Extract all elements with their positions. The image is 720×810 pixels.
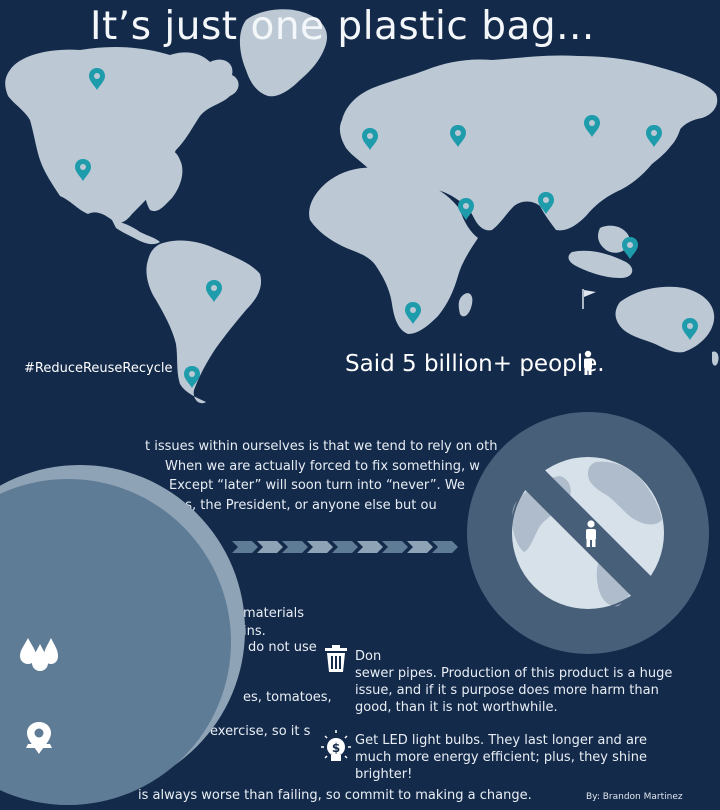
intro-line: t issues within ourselves is that we ten…	[145, 439, 498, 454]
water-drops-icon	[20, 638, 58, 671]
said-text: Said 5 billion+ people.	[345, 351, 605, 377]
chevron-arrow	[432, 541, 458, 553]
south-america-shape	[146, 240, 262, 404]
new-zealand-shape	[712, 351, 719, 366]
eurasia-shape	[339, 55, 718, 231]
page-title: It’s just one plastic bag...	[90, 4, 595, 49]
tip-trash-text: Don sewer pipes. Production of this prod…	[355, 648, 700, 716]
tip-line: much more energy efficient; plus, they s…	[355, 750, 647, 765]
scandinavia-shape	[380, 78, 417, 118]
north-america-east-shape	[144, 147, 183, 212]
intro-line: ons, the President, or anyone else but o…	[169, 497, 437, 513]
intro-line: When we are actually forced to fix somet…	[165, 458, 480, 474]
svg-text:$: $	[332, 741, 340, 755]
flag-icon	[582, 289, 596, 309]
text-fragment: materials	[243, 606, 305, 621]
light-bulb-icon: $	[321, 730, 351, 761]
chevron-arrow	[357, 541, 383, 553]
central-america-shape	[112, 220, 160, 245]
person-icon	[584, 350, 592, 375]
chevron-arrow	[332, 541, 358, 553]
text-fragment: do not use	[248, 640, 317, 655]
north-america-shape	[5, 47, 239, 223]
chevron-arrow	[407, 541, 433, 553]
tip-bulb-text: Get LED light bulbs. They last longer an…	[355, 732, 700, 783]
tip-line: Get LED light bulbs. They last longer an…	[355, 733, 647, 748]
madagascar-shape	[458, 293, 473, 317]
indonesia-shape	[568, 250, 633, 278]
tip-line: issue, and if it s purpose does more har…	[355, 683, 659, 698]
author-byline: By: Brandon Martinez	[586, 792, 683, 802]
africa-shape	[309, 167, 478, 334]
person-icon	[586, 520, 596, 547]
trash-icon	[325, 645, 347, 672]
closing-statement: is always worse than failing, so commit …	[138, 788, 532, 803]
borneo-shape	[598, 225, 630, 253]
text-fragment: exercise, so it s	[210, 724, 311, 739]
japan-shape	[659, 115, 682, 151]
hashtag-label: #ReduceReuseRecycle	[24, 361, 173, 376]
chevron-arrow	[382, 541, 408, 553]
tip-line: good, than it is not worthwhile.	[355, 700, 558, 715]
text-fragment: ins.	[243, 624, 266, 639]
intro-line: Except “later” will soon turn into “neve…	[169, 478, 465, 493]
british-isles-shape	[348, 108, 366, 129]
text-fragment: es, tomatoes,	[243, 690, 332, 705]
tip-line: Don	[355, 649, 382, 664]
tip-line: brighter!	[355, 767, 413, 782]
greenland-shape	[239, 9, 328, 97]
intro-paragraph: t issues within ourselves is that we ten…	[145, 437, 515, 515]
location-pin-icon	[26, 722, 52, 754]
tip-line: sewer pipes. Production of this product …	[355, 666, 673, 681]
chevron-arrow	[307, 541, 333, 553]
chevron-arrow	[257, 541, 283, 553]
chevron-arrow	[282, 541, 308, 553]
chevron-arrow	[232, 541, 258, 553]
